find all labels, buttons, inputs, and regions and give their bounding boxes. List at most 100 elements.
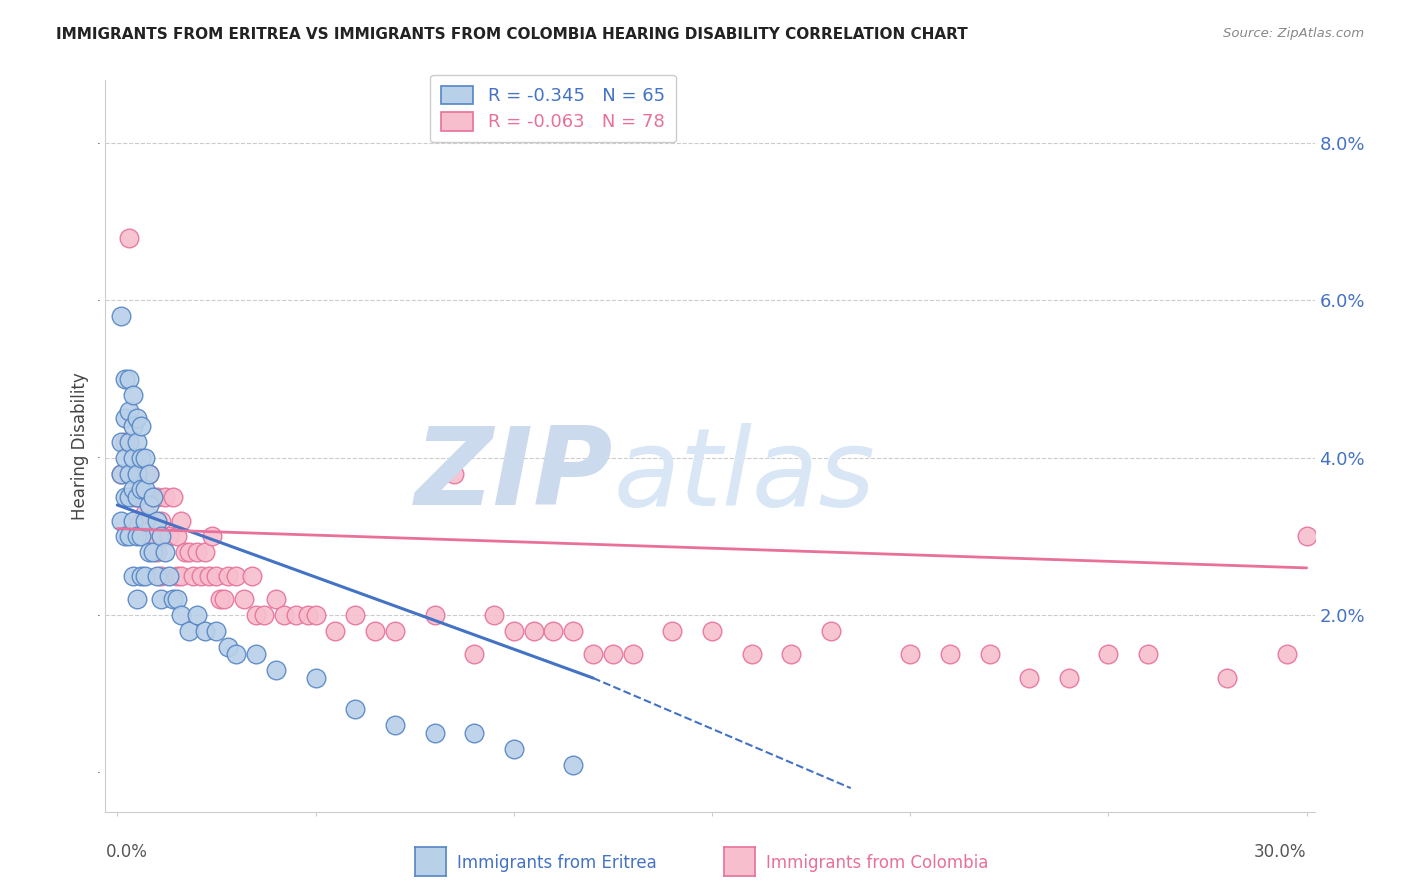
Text: atlas: atlas	[613, 423, 875, 528]
Point	[741, 648, 763, 662]
Point	[146, 568, 169, 582]
Point	[134, 482, 156, 496]
Point	[177, 545, 200, 559]
Point	[205, 624, 228, 638]
Point	[157, 568, 180, 582]
Point	[502, 741, 524, 756]
Point	[214, 592, 236, 607]
Point	[201, 529, 224, 543]
Point	[129, 514, 152, 528]
Point	[114, 529, 136, 543]
Point	[166, 568, 188, 582]
Point	[264, 592, 287, 607]
Point	[142, 529, 165, 543]
Point	[110, 435, 132, 450]
Point	[186, 545, 208, 559]
Point	[217, 568, 239, 582]
Point	[122, 514, 145, 528]
Point	[205, 568, 228, 582]
Point	[245, 648, 267, 662]
Point	[138, 529, 160, 543]
Point	[820, 624, 842, 638]
Point	[423, 726, 446, 740]
Point	[177, 624, 200, 638]
Text: IMMIGRANTS FROM ERITREA VS IMMIGRANTS FROM COLOMBIA HEARING DISABILITY CORRELATI: IMMIGRANTS FROM ERITREA VS IMMIGRANTS FR…	[56, 27, 967, 42]
Point	[700, 624, 723, 638]
Point	[110, 514, 132, 528]
Point	[129, 450, 152, 465]
Point	[134, 506, 156, 520]
Point	[233, 592, 256, 607]
Point	[780, 648, 803, 662]
Point	[114, 435, 136, 450]
Point	[122, 419, 145, 434]
Point	[602, 648, 624, 662]
Text: Immigrants from Eritrea: Immigrants from Eritrea	[457, 854, 657, 871]
Point	[122, 490, 145, 504]
Point	[162, 592, 184, 607]
Point	[543, 624, 565, 638]
Point	[186, 608, 208, 623]
Point	[122, 450, 145, 465]
Point	[110, 467, 132, 481]
Point	[134, 514, 156, 528]
Point	[170, 514, 193, 528]
Point	[344, 702, 367, 716]
Point	[253, 608, 276, 623]
Point	[1018, 671, 1040, 685]
Point	[134, 568, 156, 582]
Point	[1295, 529, 1317, 543]
Point	[153, 490, 176, 504]
Point	[297, 608, 319, 623]
Point	[110, 467, 132, 481]
Point	[129, 482, 152, 496]
Point	[166, 592, 188, 607]
Point	[146, 490, 169, 504]
Point	[127, 529, 149, 543]
Point	[209, 592, 232, 607]
Point	[1137, 648, 1160, 662]
Point	[127, 467, 149, 481]
Point	[149, 514, 172, 528]
Y-axis label: Hearing Disability: Hearing Disability	[72, 372, 89, 520]
Point	[463, 648, 485, 662]
Point	[122, 568, 145, 582]
Point	[122, 467, 145, 481]
Point	[264, 663, 287, 677]
Point	[190, 568, 212, 582]
Point	[142, 545, 165, 559]
Point	[217, 640, 239, 654]
Point	[114, 490, 136, 504]
Text: 30.0%: 30.0%	[1254, 843, 1306, 861]
Point	[162, 490, 184, 504]
Point	[423, 608, 446, 623]
Point	[138, 545, 160, 559]
Point	[170, 568, 193, 582]
Point	[127, 467, 149, 481]
Point	[118, 372, 141, 386]
Point	[118, 490, 141, 504]
Point	[153, 545, 176, 559]
Point	[245, 608, 267, 623]
Point	[304, 671, 326, 685]
Point	[304, 608, 326, 623]
Point	[118, 467, 141, 481]
Point	[225, 648, 247, 662]
Point	[122, 388, 145, 402]
Point	[621, 648, 644, 662]
Point	[146, 545, 169, 559]
Point	[149, 529, 172, 543]
Point	[127, 592, 149, 607]
Point	[898, 648, 921, 662]
Point	[582, 648, 605, 662]
Point	[562, 624, 585, 638]
Point	[114, 411, 136, 425]
Point	[134, 450, 156, 465]
Point	[146, 514, 169, 528]
Point	[129, 419, 152, 434]
Point	[325, 624, 347, 638]
Point	[170, 608, 193, 623]
Point	[127, 435, 149, 450]
Point	[181, 568, 204, 582]
Point	[364, 624, 387, 638]
